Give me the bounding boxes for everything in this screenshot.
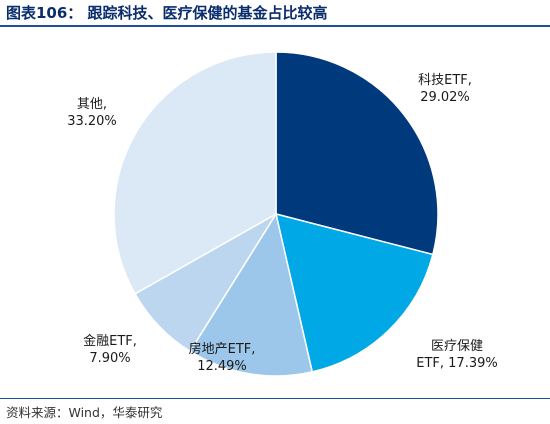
slice-label-4: 金融ETF, 7.90% (83, 333, 137, 366)
pie-slice-1 (275, 51, 439, 256)
pie-slice-3 (189, 212, 314, 377)
title-rule (0, 25, 550, 27)
pie-chart: 科技ETF, 29.02% 医疗保健 ETF, 17.39% 房地产ETF, 12.49%… (67, 51, 498, 377)
chart-title: 图表106： 跟踪科技、医疗保健的基金占比较高 (6, 4, 328, 22)
source-note: 资料来源：Wind，华泰研究 (6, 405, 163, 420)
slice-label-1: 科技ETF, 29.02% (418, 73, 472, 105)
pie-slice-5 (113, 51, 277, 295)
source-rule (0, 398, 550, 399)
slice-label-3: 房地产ETF, 12.49% (189, 341, 256, 374)
slice-label-5: 其他, 33.20% (67, 97, 117, 129)
pie-slice-2 (274, 212, 434, 373)
slice-label-2: 医疗保健 ETF, 17.39% (416, 339, 497, 371)
